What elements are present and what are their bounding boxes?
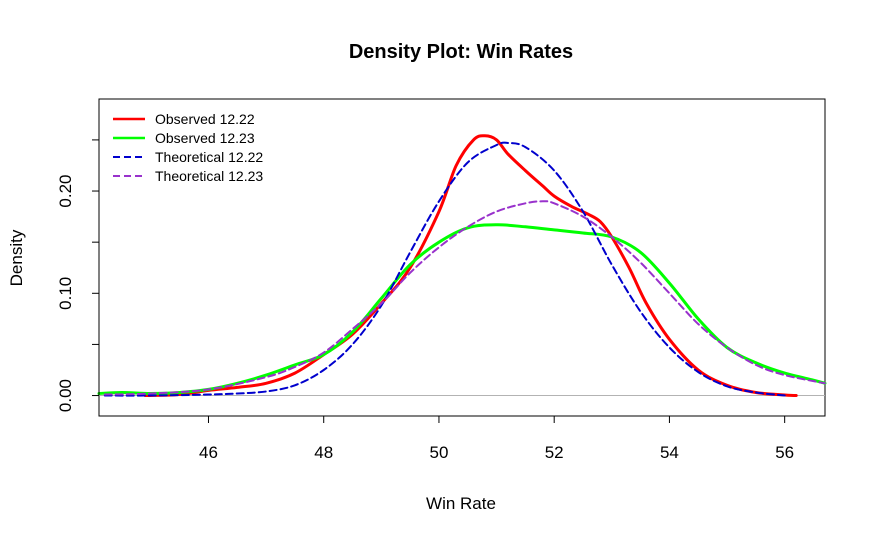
x-tick-label: 56 <box>775 443 794 462</box>
y-tick-label: 0.10 <box>56 277 75 310</box>
series-line-4 <box>103 200 826 396</box>
y-tick-label: 0.20 <box>56 174 75 207</box>
x-tick-label: 48 <box>314 443 333 462</box>
legend-label: Observed 12.22 <box>155 111 255 127</box>
legend-label: Theoretical 12.23 <box>155 168 263 184</box>
y-tick-label: 0.00 <box>56 379 75 412</box>
plot-frame <box>98 98 826 417</box>
x-axis-label: Win Rate <box>426 494 496 513</box>
series-line-1 <box>143 134 798 397</box>
x-tick-label: 50 <box>429 443 448 462</box>
x-tick-label: 46 <box>199 443 218 462</box>
legend: Observed 12.22 Observed 12.23 Theoretical … <box>113 111 263 184</box>
series-line-2 <box>97 223 827 395</box>
x-tick-label: 54 <box>660 443 679 462</box>
chart-title: Density Plot: Win Rates <box>349 41 573 63</box>
y-axis-label: Density <box>7 229 26 286</box>
x-tick-label: 52 <box>545 443 564 462</box>
series-line-3 <box>103 141 786 397</box>
legend-label: Theoretical 12.22 <box>155 149 263 165</box>
legend-label: Observed 12.23 <box>155 130 255 146</box>
